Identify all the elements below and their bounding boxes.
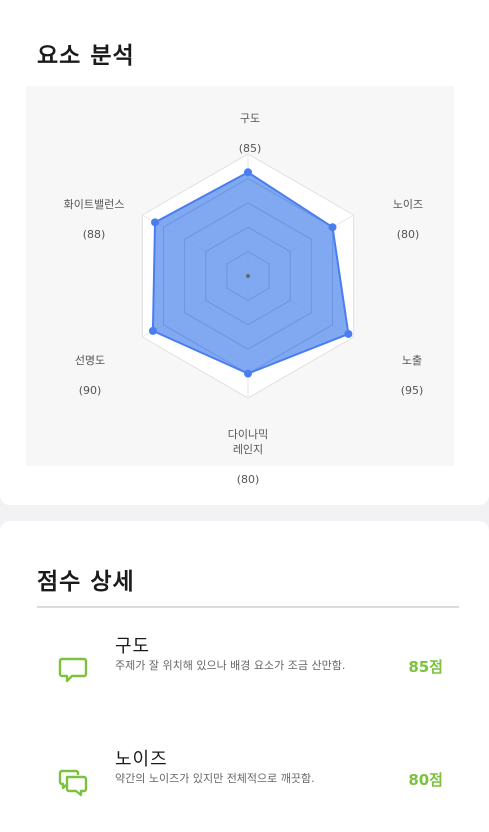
radar-label-composition: 구도 (85) (200, 96, 300, 171)
chat-bubble-icon (58, 657, 88, 683)
chat-bubbles-icon (58, 769, 88, 797)
radar-label-name: 화이트밸런스 (63, 198, 125, 211)
radar-label-value: (95) (400, 384, 424, 397)
score-item-description: 주제가 잘 위치해 있으나 배경 요소가 조금 산만함. (115, 659, 346, 672)
radar-grid-ring-overlay (205, 226, 291, 326)
radar-center-dot (246, 274, 250, 278)
radar-grid-ring-overlay (226, 251, 270, 301)
radar-data-point (244, 168, 252, 177)
radar-label-noise: 노이즈 (80) (358, 182, 458, 257)
radar-label-dynamic-range: 다이나믹 레인지 (80) (198, 412, 298, 502)
analysis-card: 요소 분석 구도 (85) 노이즈 (80) 노출 (95) 다이나믹 레인지 … (0, 0, 489, 505)
radar-label-value: (90) (78, 384, 102, 397)
radar-label-name: 선명도 (74, 354, 106, 367)
score-details-title: 점수 상세 (37, 569, 135, 595)
radar-label-value: (80) (396, 228, 420, 241)
radar-label-name: 다이나믹 레인지 (227, 428, 269, 456)
score-item-description: 약간의 노이즈가 있지만 전체적으로 깨끗함. (115, 772, 315, 785)
radar-data-point (244, 369, 252, 378)
radar-data-point (148, 326, 157, 335)
radar-data-point (344, 329, 353, 338)
radar-label-exposure: 노출 (95) (362, 338, 462, 413)
radar-label-sharpness: 선명도 (90) (40, 338, 140, 413)
score-item-composition[interactable]: 구도 주제가 잘 위치해 있으나 배경 요소가 조금 산만함. 85점 (37, 632, 459, 712)
score-item-title: 구도 (115, 636, 151, 657)
analysis-title: 요소 분석 (37, 43, 135, 69)
radar-data-point (328, 223, 337, 232)
radar-chart-svg (141, 153, 355, 399)
radar-chart: 구도 (85) 노이즈 (80) 노출 (95) 다이나믹 레인지 (80) 선… (26, 86, 454, 486)
score-item-noise[interactable]: 노이즈 약간의 노이즈가 있지만 전체적으로 깨끗함. 80점 (37, 745, 459, 825)
score-item-score: 80점 (408, 771, 443, 789)
radar-label-white-balance: 화이트밸런스 (88) (44, 182, 144, 257)
radar-data-point (151, 218, 160, 227)
radar-label-name: 구도 (239, 112, 261, 125)
score-item-title: 노이즈 (115, 749, 168, 770)
radar-label-name: 노이즈 (392, 198, 424, 211)
score-details-card: 점수 상세 구도 주제가 잘 위치해 있으나 배경 요소가 조금 산만함. 85… (0, 521, 489, 832)
radar-label-value: (85) (238, 142, 262, 155)
radar-label-value: (88) (82, 228, 106, 241)
divider (37, 606, 459, 608)
score-item-score: 85점 (408, 658, 443, 676)
radar-label-name: 노출 (401, 354, 423, 367)
radar-grid-ring-overlay (184, 202, 312, 350)
radar-label-value: (80) (236, 473, 260, 486)
